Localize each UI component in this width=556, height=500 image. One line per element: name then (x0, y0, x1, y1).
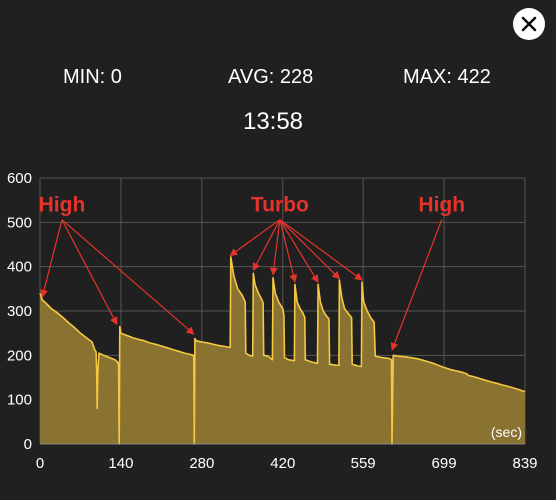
annotation-arrow (61, 219, 195, 335)
annotation-arrow (269, 219, 281, 276)
x-tick-label: 0 (36, 455, 44, 472)
x-tick-label: 140 (108, 455, 133, 472)
avg-value: AVG: 228 (228, 66, 314, 88)
annotation-arrow (279, 219, 363, 281)
annotation-arrow (279, 219, 341, 280)
annotation-arrow (61, 219, 118, 326)
series-area (40, 256, 525, 444)
x-unit-label: (sec) (491, 424, 522, 440)
y-tick-label: 400 (7, 259, 32, 276)
annotation-arrow (229, 219, 281, 257)
annotation-arrow (279, 219, 319, 284)
annotation-arrow (40, 219, 63, 298)
close-button[interactable] (513, 8, 545, 40)
annotation-label: High (418, 194, 465, 217)
y-tick-label: 500 (7, 214, 32, 231)
x-tick-label: 559 (351, 455, 376, 472)
y-tick-label: 600 (7, 170, 32, 187)
x-tick-label: 280 (189, 455, 214, 472)
annotation-label: High (39, 194, 86, 217)
elapsed-time: 13:58 (242, 108, 304, 135)
max-value: MAX: 422 (403, 66, 491, 88)
annotation-label: Turbo (251, 194, 309, 217)
y-tick-label: 100 (7, 392, 32, 409)
x-tick-label: 699 (432, 455, 457, 472)
annotation-arrow (279, 219, 298, 283)
min-value: MIN: 0 (63, 66, 122, 88)
stats-bar: MIN: 0 AVG: 228 MAX: 422 (0, 66, 556, 92)
series-line (39, 256, 526, 445)
y-tick-label: 300 (7, 303, 32, 320)
x-tick-label: 420 (270, 455, 295, 472)
y-tick-label: 200 (7, 347, 32, 364)
y-tick-label: 0 (24, 436, 32, 453)
annotation-arrow (252, 219, 281, 272)
annotation-arrow (390, 219, 443, 351)
x-tick-label: 839 (512, 455, 537, 472)
close-icon (521, 16, 537, 32)
